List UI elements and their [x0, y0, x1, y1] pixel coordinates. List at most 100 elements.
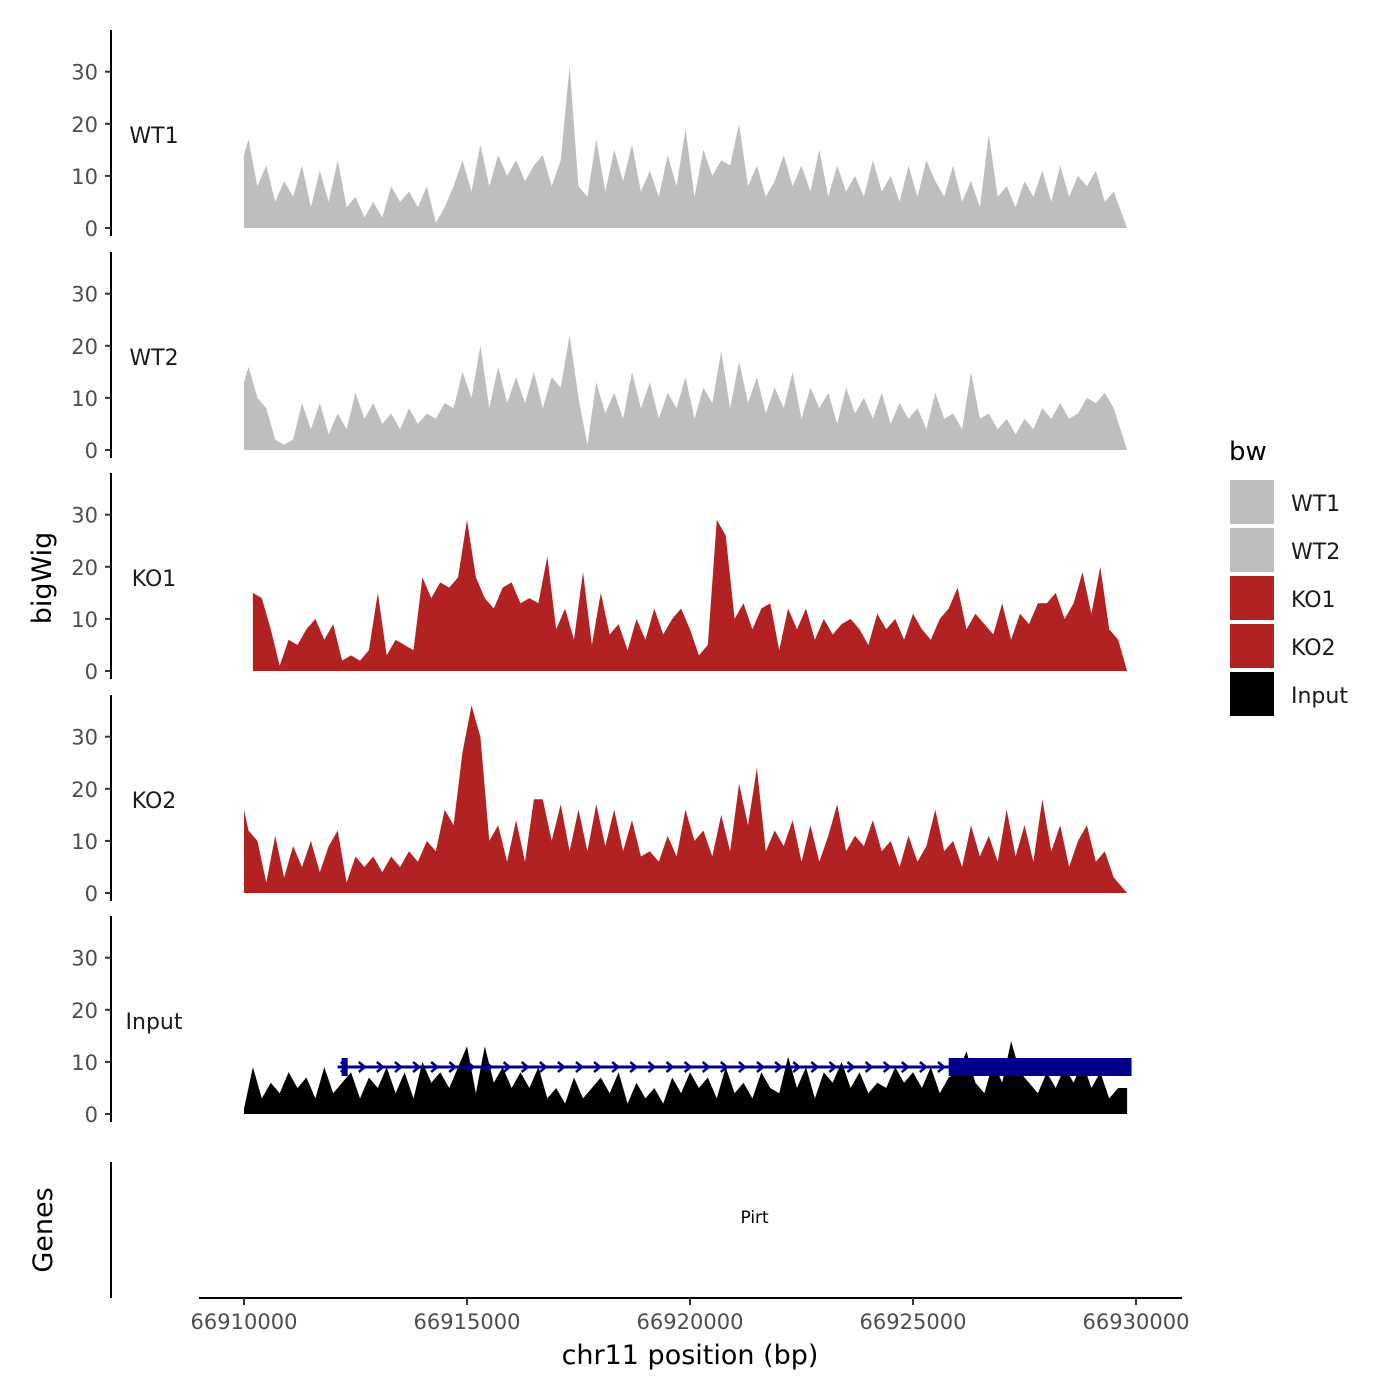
strand-arrow [792, 1061, 802, 1073]
strand-arrow [846, 1061, 856, 1073]
gene-track-label: Genes [28, 1187, 59, 1272]
y-tick-label: 10 [71, 165, 98, 189]
legend-swatch [1230, 576, 1274, 620]
strand-arrow [520, 1061, 530, 1073]
y-tick-label: 30 [71, 283, 98, 307]
legend-items: WT1 WT2 KO1 KO2 Input [1230, 480, 1348, 716]
y-tick-label: 20 [71, 113, 98, 137]
y-tick-label: 10 [71, 830, 98, 854]
strand-arrow [430, 1061, 440, 1073]
y-tick-label: 20 [71, 335, 98, 359]
strand-arrow [828, 1061, 838, 1073]
x-tick-label: 66920000 [637, 1310, 744, 1334]
strand-arrow [738, 1061, 747, 1073]
strand-arrow [647, 1061, 657, 1073]
strand-arrow [774, 1061, 784, 1073]
strand-arrow [394, 1061, 403, 1073]
strand-arrow [412, 1061, 422, 1073]
track-label-wt2: WT2 [129, 346, 178, 371]
y-tick-label: 30 [71, 504, 98, 528]
x-tick-label: 66925000 [860, 1310, 967, 1334]
legend-swatch [1230, 624, 1274, 668]
track-ko1: 0 10 20 30 KO1 [71, 473, 1128, 684]
strand-arrow [557, 1061, 566, 1073]
gene-glyphs: Pirt [337, 1058, 1132, 1228]
legend-swatch [1230, 672, 1274, 716]
y-tick-label: 30 [71, 726, 98, 750]
track-ko2: 0 10 20 30 KO2 [71, 695, 1128, 906]
y-tick-label: 20 [71, 778, 98, 802]
y-tick-label: 0 [85, 217, 98, 241]
strand-arrow [719, 1061, 729, 1073]
legend-label: KO2 [1291, 636, 1336, 661]
x-axis: 66910000 66915000 66920000 66925000 66930000… [191, 1297, 1190, 1371]
y-tick-label: 0 [85, 439, 98, 463]
area-ko2 [244, 705, 1128, 893]
strand-arrow [919, 1061, 928, 1073]
x-axis-title: chr11 position (bp) [562, 1340, 819, 1371]
strand-arrow [665, 1061, 675, 1073]
y-tick-label: 0 [85, 1103, 98, 1127]
strand-arrow [502, 1061, 512, 1073]
strand-arrow [376, 1061, 385, 1073]
y-tick-label: 10 [71, 387, 98, 411]
area-wt2 [244, 335, 1128, 450]
strand-arrow [683, 1061, 693, 1073]
track-label-ko1: KO1 [132, 567, 177, 592]
y-axis-title: bigWig [27, 532, 58, 625]
strand-arrow [448, 1061, 458, 1073]
strand-arrow [538, 1061, 548, 1073]
strand-arrow [882, 1061, 892, 1073]
area-wt1 [244, 66, 1128, 228]
y-tick-label: 10 [71, 608, 98, 632]
strand-arrow [339, 1061, 349, 1073]
strand-arrow [357, 1061, 367, 1073]
strand-arrow [466, 1061, 476, 1073]
strand-arrow [629, 1061, 639, 1073]
strand-arrow [611, 1061, 621, 1073]
x-ticks: 66910000 66915000 66920000 66925000 66930000 [191, 1298, 1190, 1334]
legend-item-wt2: WT2 [1230, 528, 1340, 572]
track-panels: 0 10 20 30 WT1 0 10 20 30 WT2 0 10 20 30 KO1 0 10 20 30 KO2… [71, 30, 1128, 1127]
track-input: 0 10 20 30 Input [71, 916, 1128, 1127]
legend-item-ko1: KO1 [1230, 576, 1336, 620]
legend: bw WT1 WT2 KO1 KO2 Input [1229, 437, 1348, 716]
track-wt2: 0 10 20 30 WT2 [71, 252, 1128, 463]
strand-arrow [484, 1061, 494, 1073]
legend-title: bw [1229, 437, 1267, 467]
y-tick-label: 0 [85, 882, 98, 906]
gene-panel: Genes Pirt [28, 1058, 1132, 1298]
legend-item-input: Input [1230, 672, 1348, 716]
area-input [244, 1041, 1128, 1114]
y-tick-label: 0 [85, 660, 98, 684]
strand-arrow [864, 1061, 874, 1073]
legend-label: WT1 [1291, 492, 1340, 517]
track-label-input: Input [126, 1010, 183, 1035]
x-tick-label: 66930000 [1083, 1310, 1190, 1334]
track-label-wt1: WT1 [129, 124, 178, 149]
gene-pirt: Pirt [337, 1058, 1132, 1228]
strand-arrow [701, 1061, 711, 1073]
y-tick-label: 20 [71, 556, 98, 580]
x-tick-label: 66910000 [191, 1310, 298, 1334]
strand-arrow [900, 1061, 910, 1073]
y-tick-label: 10 [71, 1051, 98, 1075]
x-tick-label: 66915000 [414, 1310, 521, 1334]
y-tick-label: 30 [71, 61, 98, 85]
legend-label: WT2 [1291, 540, 1340, 565]
gene-exon [341, 1058, 348, 1076]
legend-swatch [1230, 528, 1274, 572]
track-wt1: 0 10 20 30 WT1 [71, 30, 1128, 241]
strand-arrow [575, 1061, 584, 1073]
legend-item-wt1: WT1 [1230, 480, 1340, 524]
strand-arrow [937, 1061, 946, 1073]
strand-arrow [593, 1061, 603, 1073]
strand-arrow [810, 1061, 820, 1073]
y-tick-label: 30 [71, 947, 98, 971]
track-label-ko2: KO2 [132, 789, 177, 814]
area-ko1 [252, 519, 1128, 671]
gene-name-label: Pirt [740, 1208, 769, 1228]
legend-label: KO1 [1291, 588, 1336, 613]
strand-arrow [756, 1061, 765, 1073]
